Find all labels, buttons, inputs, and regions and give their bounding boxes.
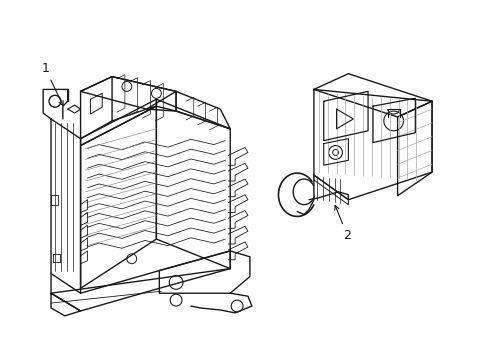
Text: 2: 2 — [334, 206, 350, 242]
Text: 1: 1 — [41, 62, 63, 105]
